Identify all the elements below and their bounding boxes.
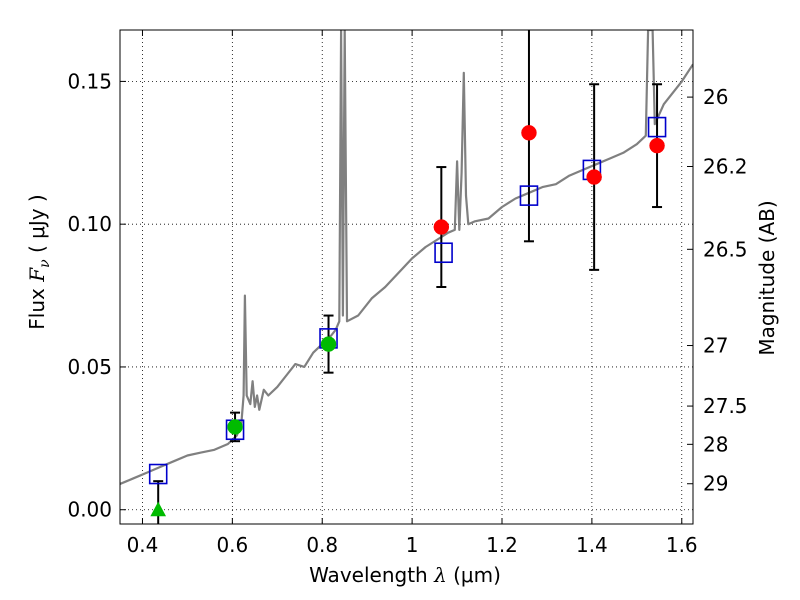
y-axis-title-subscript: ν bbox=[37, 259, 53, 268]
y2-tick-label: 26 bbox=[703, 85, 728, 109]
y2-tick-label: 28 bbox=[703, 432, 728, 456]
y2-tick-label: 27.5 bbox=[703, 394, 748, 418]
x-tick-label: 0.4 bbox=[127, 533, 159, 557]
photometry-point bbox=[649, 137, 665, 154]
model-flux-square bbox=[647, 116, 667, 138]
photometry-point bbox=[320, 336, 337, 352]
x-tick-label: 1.4 bbox=[576, 533, 608, 557]
y2-tick-label: 27 bbox=[703, 334, 728, 358]
y2-axis-title: Magnitude (AB) bbox=[755, 200, 779, 355]
photometry-point bbox=[586, 169, 602, 185]
y-tick-label: 0.10 bbox=[67, 212, 112, 236]
ticks: 0.4 0.6 0.8 1 1.2 1.4 1.6 0.00 0.05 0.10 0.15 26 26.… bbox=[67, 30, 748, 557]
grid bbox=[120, 30, 693, 524]
x-tick-label: 1.6 bbox=[666, 533, 698, 557]
y2-tick-label: 29 bbox=[703, 472, 728, 496]
axes-frame bbox=[119, 29, 694, 525]
y-tick-label: 0.05 bbox=[67, 355, 112, 379]
x-axis-title: Wavelength λ (μm) bbox=[309, 563, 501, 587]
y-tick-label: 0.00 bbox=[67, 498, 112, 522]
model-flux-square bbox=[519, 185, 539, 206]
model-spectrum-line bbox=[120, 30, 693, 486]
y-axis-title-symbol: F bbox=[25, 267, 49, 283]
x-tick-label: 1.2 bbox=[486, 533, 518, 557]
upper-limit-triangle bbox=[150, 501, 167, 517]
y-tick-label: 0.15 bbox=[67, 69, 112, 93]
y2-tick-label: 26.2 bbox=[703, 154, 748, 178]
y2-tick-label: 26.5 bbox=[703, 237, 748, 261]
x-tick-label: 0.6 bbox=[216, 533, 248, 557]
plot-area bbox=[120, 30, 693, 524]
y-axis-title-prefix: Flux bbox=[25, 282, 49, 330]
x-tick-label: 1 bbox=[406, 533, 419, 557]
y-axis-title-unit: ( μJy ) bbox=[25, 194, 49, 259]
photometry-point bbox=[227, 419, 243, 435]
x-tick-label: 0.8 bbox=[306, 533, 338, 557]
photometry-point bbox=[433, 219, 450, 235]
photometry-point bbox=[521, 125, 537, 141]
model-flux-square bbox=[148, 463, 168, 485]
y-axis-title: Flux Fν ( μJy ) bbox=[25, 194, 53, 329]
x-axis-title-unit: (μm) bbox=[447, 563, 501, 587]
x-axis-title-symbol: λ bbox=[433, 563, 447, 587]
model-flux-square bbox=[434, 242, 453, 264]
x-axis-title-prefix: Wavelength bbox=[309, 563, 434, 587]
